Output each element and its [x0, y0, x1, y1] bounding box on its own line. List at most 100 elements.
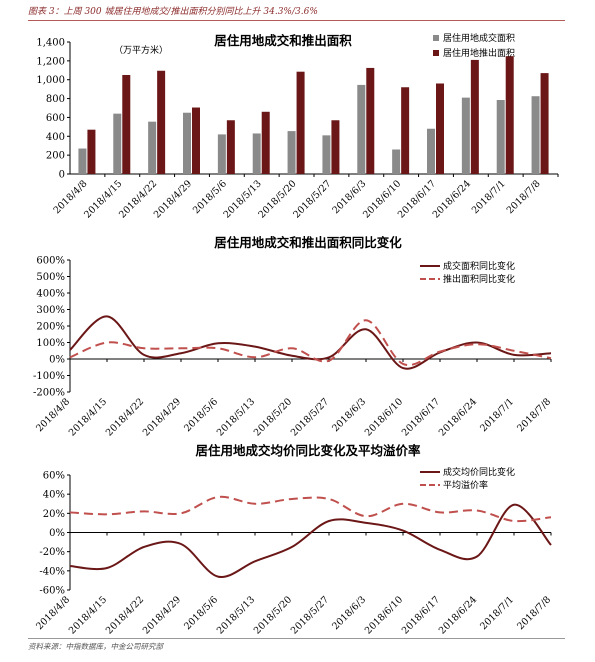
legend-label: 成交面积同比变化 [443, 260, 515, 272]
x-tick-label: 2018/6/24 [431, 178, 473, 220]
bar-sold [496, 99, 505, 174]
unit-label: （万平方米） [114, 44, 168, 56]
bar-launched [87, 129, 96, 174]
legend-label: 平均溢价率 [443, 479, 488, 491]
y-tick-label: 600% [36, 256, 65, 267]
bar-launched [505, 56, 514, 175]
y-tick-label: 100% [36, 338, 65, 349]
x-tick-label: 2018/4/8 [34, 396, 72, 434]
legend-swatch [433, 35, 439, 41]
y-tick-label: 400% [36, 289, 65, 300]
x-tick-label: 2018/4/29 [152, 178, 194, 220]
y-tick-label: -60% [39, 586, 65, 597]
chart-title: 居住用地成交和推出面积同比变化 [214, 235, 402, 250]
x-tick-label: 2018/7/1 [470, 178, 508, 216]
x-tick-label: 2018/7/1 [478, 594, 516, 632]
chart-title: 居住用地成交和推出面积 [214, 33, 352, 48]
figure-caption: 图表 3：上周 300 城居住用地成交/推出面积分别同比上升 34.3%/3.6… [28, 7, 318, 17]
bar-launched [436, 83, 444, 174]
source-note: 资料来源：中指数据库，中金公司研究部 [28, 642, 163, 651]
series-line-0 [69, 315, 552, 370]
bar-sold [357, 84, 366, 174]
y-tick-label: 0% [49, 355, 65, 366]
x-tick-label: 2018/5/27 [291, 178, 333, 220]
y-tick-label: 200% [36, 322, 65, 333]
legend-label: 成交均价同比变化 [443, 466, 515, 478]
x-tick-label: 2018/6/17 [400, 396, 442, 438]
x-tick-label: 2018/7/8 [505, 178, 543, 216]
x-tick-label: 2018/5/27 [289, 594, 331, 635]
bar-sold [392, 149, 401, 174]
bar-launched [366, 67, 375, 174]
x-tick-label: 2018/7/8 [515, 396, 553, 434]
bar-launched [157, 70, 166, 174]
y-tick-label: 200 [46, 151, 65, 162]
x-tick-label: 2018/5/13 [215, 396, 257, 438]
bar-launched [226, 120, 235, 174]
x-tick-label: 2018/5/27 [289, 396, 331, 438]
bar-sold [252, 133, 261, 174]
bar-launched [122, 75, 131, 174]
yoy-area-chart-panel: 600% 500% 400% 300% 200% 100% 0% -100% -200% 2018… [28, 232, 568, 446]
x-tick-label: 2018/7/8 [515, 594, 553, 632]
x-tick-label: 2018/7/1 [478, 396, 516, 434]
bar-launched [401, 87, 410, 174]
legend-label: 居住用地成交面积 [443, 32, 515, 44]
legend-label: 居住用地推出面积 [443, 47, 515, 59]
price-premium-line-chart: 60%40%20%0%-20%-40%-60%2018/4/82018/4/15… [34, 443, 553, 637]
x-tick-label: 2018/4/29 [141, 396, 183, 438]
bar-sold [217, 134, 226, 174]
bar-launched [470, 59, 479, 174]
x-tick-label: 2018/6/24 [437, 396, 479, 438]
x-tick-label: 2018/4/22 [104, 396, 146, 438]
legend-swatch [433, 50, 439, 56]
y-tick-label: 20% [43, 509, 65, 520]
y-tick-label: 1,200 [36, 56, 65, 67]
y-tick-label: 40% [43, 490, 65, 501]
y-tick-label: 1,000 [36, 75, 65, 86]
x-tick-label: 2018/6/24 [437, 594, 479, 635]
x-tick-label: 2018/4/15 [67, 396, 109, 438]
yoy-area-line-chart: 600%500%400%300%200%100%0%-100%-200%2018… [33, 235, 553, 439]
bar-sold [148, 121, 157, 174]
series-line-1 [69, 495, 552, 523]
x-tick-label: 2018/5/20 [252, 396, 294, 438]
y-tick-label: 400 [46, 132, 65, 143]
bar-sold [183, 112, 191, 174]
x-tick-label: 2018/4/29 [141, 594, 183, 635]
bar-launched [540, 73, 549, 174]
x-tick-label: 2018/4/8 [34, 594, 72, 632]
bar-sold [427, 128, 435, 174]
y-tick-label: -20% [39, 547, 65, 558]
y-tick-label: 0 [59, 170, 65, 181]
x-tick-label: 2018/6/3 [330, 396, 368, 434]
bar-sold [287, 131, 296, 174]
y-tick-label: -200% [33, 388, 65, 399]
y-tick-label: -40% [39, 566, 65, 577]
y-tick-label: -100% [33, 371, 65, 382]
price-premium-chart-panel: 60% 40% 20% 0% -20% -40% -60% 2018/4/8 2018/4/15… [28, 440, 568, 639]
legend-label: 推出面积同比变化 [443, 273, 515, 285]
x-tick-label: 2018/6/10 [363, 396, 405, 438]
bar-sold [531, 96, 540, 174]
footer-divider [28, 638, 565, 639]
bar-chart: 02004006008001,0001,2001,4002018/4/82018… [36, 32, 559, 221]
y-tick-label: 300% [36, 305, 65, 316]
x-tick-label: 2018/6/3 [330, 594, 368, 632]
series-line-1 [69, 319, 552, 367]
header-divider [28, 20, 565, 21]
y-tick-label: 0% [49, 528, 65, 539]
y-tick-label: 60% [43, 471, 65, 482]
bar-sold [78, 148, 87, 174]
bar-launched [331, 120, 340, 174]
bar-launched [192, 107, 200, 174]
x-tick-label: 2018/5/6 [182, 396, 220, 434]
x-tick-label: 2018/5/6 [182, 594, 220, 632]
y-tick-label: 600 [46, 113, 65, 124]
bar-launched [261, 111, 270, 174]
y-tick-label: 500% [36, 272, 65, 283]
bar-sold [113, 113, 122, 174]
bar-sold [322, 135, 331, 174]
y-tick-label: 1,400 [36, 38, 65, 49]
chart-title: 居住用地成交均价同比变化及平均溢价率 [195, 443, 421, 458]
